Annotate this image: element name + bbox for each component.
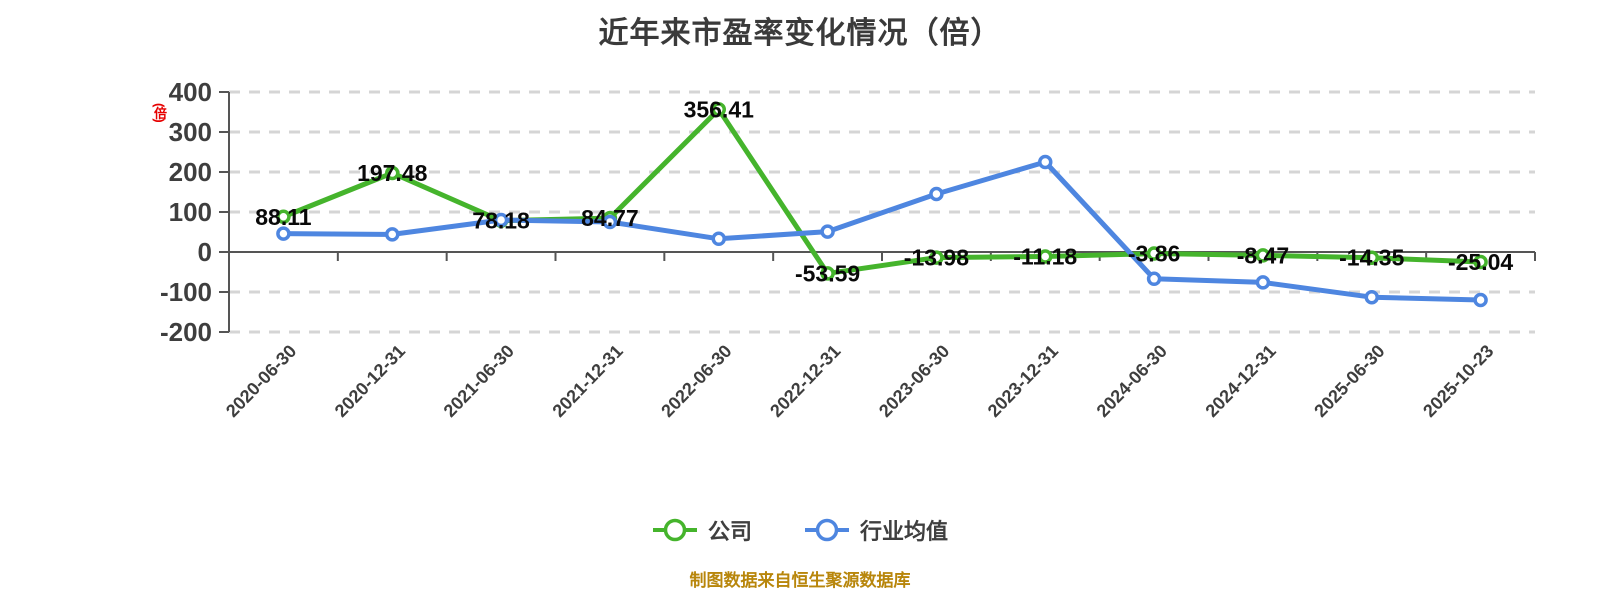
svg-text:-100: -100 (160, 277, 212, 307)
chart-title: 近年来市盈率变化情况（倍） (598, 17, 1002, 50)
svg-text:-200: -200 (160, 317, 212, 347)
svg-text:-11.18: -11.18 (1013, 243, 1077, 269)
svg-text:2021-12-31: 2021-12-31 (548, 341, 626, 421)
legend-label-industry-average: 行业均值 (860, 519, 949, 544)
legend-item-company[interactable]: 公司 (652, 514, 752, 546)
svg-text:-14.35: -14.35 (1339, 245, 1404, 271)
svg-text:2022-12-31: 2022-12-31 (766, 341, 844, 421)
svg-text:2024-12-31: 2024-12-31 (1201, 341, 1279, 421)
svg-text:-8.47: -8.47 (1237, 242, 1289, 268)
svg-text:78.18: 78.18 (472, 208, 530, 234)
y-axis-unit-stamp: (倍) (152, 103, 167, 122)
svg-text:0: 0 (198, 237, 212, 267)
svg-text:2021-06-30: 2021-06-30 (440, 341, 518, 421)
svg-text:300: 300 (169, 117, 212, 147)
chart-legend: 公司 行业均值 (0, 514, 1600, 546)
svg-text:400: 400 (169, 77, 212, 107)
svg-text:200: 200 (169, 157, 212, 187)
svg-text:84.77: 84.77 (581, 205, 639, 231)
svg-text:2025-10-23: 2025-10-23 (1419, 341, 1497, 421)
svg-text:2023-12-31: 2023-12-31 (984, 341, 1062, 421)
svg-text:-25.04: -25.04 (1448, 249, 1513, 275)
svg-text:2022-06-30: 2022-06-30 (657, 341, 735, 421)
svg-text:197.48: 197.48 (357, 160, 428, 186)
svg-text:100: 100 (169, 197, 212, 227)
svg-text:2024-06-30: 2024-06-30 (1093, 341, 1171, 421)
svg-text:356.41: 356.41 (684, 96, 755, 122)
data-source-note: 制图数据来自恒生聚源数据库 (689, 571, 911, 590)
svg-text:2025-06-30: 2025-06-30 (1310, 341, 1388, 421)
svg-text:2020-12-31: 2020-12-31 (331, 341, 409, 421)
legend-item-industry-average[interactable]: 行业均值 (804, 514, 948, 546)
industry-series-marker-icon (805, 518, 849, 542)
svg-text:-13.98: -13.98 (904, 245, 969, 271)
company-series-marker-icon (652, 518, 697, 542)
svg-text:-3.86: -3.86 (1128, 241, 1180, 267)
svg-text:88.11: 88.11 (255, 204, 311, 230)
svg-text:-53.59: -53.59 (795, 260, 860, 286)
svg-text:2023-06-30: 2023-06-30 (875, 341, 953, 421)
legend-label-company: 公司 (707, 519, 752, 544)
svg-text:2020-06-30: 2020-06-30 (222, 341, 300, 421)
